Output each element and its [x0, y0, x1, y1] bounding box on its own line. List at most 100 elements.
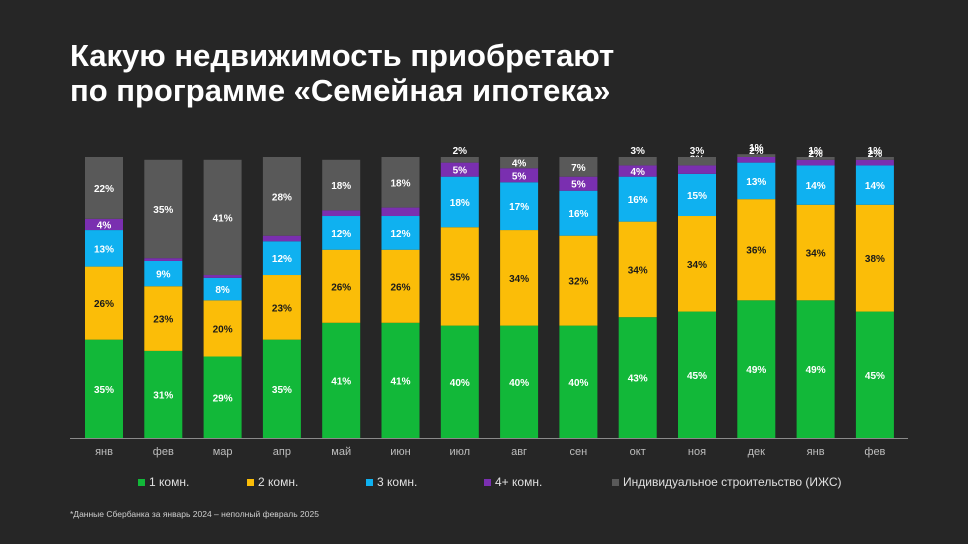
- x-tick-label: июн: [390, 446, 410, 458]
- bar-stack-6: 41%26%12%3%18%: [381, 157, 420, 438]
- data-label: 40%: [450, 378, 470, 389]
- legend-item: 3 комн.: [366, 475, 417, 489]
- bar-segment: [203, 159, 242, 276]
- data-label: 13%: [94, 244, 114, 255]
- data-label: 26%: [331, 282, 351, 293]
- bar-segment: [618, 157, 657, 166]
- bar-segment: [322, 210, 361, 217]
- bar-segment: [737, 300, 776, 438]
- bar-segment: [262, 157, 301, 236]
- data-label: 28%: [272, 192, 292, 203]
- data-label: 18%: [331, 181, 351, 192]
- bar-segment: [796, 157, 835, 160]
- x-tick-label: май: [331, 446, 351, 458]
- data-label: 2%: [808, 149, 823, 160]
- bar-segment: [85, 230, 123, 267]
- bar-segment: [796, 159, 835, 166]
- bar-stack-8: 40% 34% 17% 5%4%: [500, 157, 539, 438]
- bar-segment: [678, 165, 716, 174]
- data-label: 45%: [865, 371, 885, 382]
- bar-segment: [796, 204, 835, 301]
- bar-segment: [678, 216, 716, 312]
- data-label: 12%: [272, 254, 292, 265]
- bar-segment: [855, 165, 894, 205]
- legend-item: 1 комн.: [138, 475, 189, 489]
- bar-segment: [322, 216, 361, 250]
- data-label: 2%: [749, 146, 764, 157]
- data-label: 34%: [806, 249, 826, 260]
- data-label: 1%: [749, 143, 764, 154]
- data-label: 3%: [690, 146, 705, 157]
- x-tick-label: сен: [570, 446, 588, 458]
- bar-stack-7: 40% 35% 18% 5% 2%: [440, 146, 479, 438]
- bar-segment: [500, 168, 539, 183]
- chart-title-line-2: по программе «Семейная ипотека»: [70, 73, 611, 108]
- bar-segment: [855, 159, 894, 166]
- bar-stack-2: 31%23%9%1%35%: [144, 159, 183, 438]
- bar-segment: [85, 157, 123, 219]
- bar-segment: [796, 300, 835, 438]
- bar-segment: [737, 154, 776, 157]
- data-label: 4%: [512, 159, 527, 170]
- bar-segment: [85, 266, 123, 340]
- data-label: 49%: [806, 365, 826, 376]
- x-tick-label: июл: [450, 446, 471, 458]
- data-label: 34%: [509, 274, 529, 285]
- bar-segment: [203, 300, 242, 357]
- data-label: 34%: [687, 260, 707, 271]
- bar-segment: [500, 325, 539, 438]
- bar-segment: [381, 207, 420, 217]
- bar-segment: [737, 162, 776, 200]
- data-label: 34%: [628, 265, 648, 276]
- data-label: 16%: [568, 209, 588, 220]
- legend-label: 3 комн.: [377, 475, 418, 489]
- bar-segment: [322, 159, 361, 211]
- bar-stack-12: 49% 36% 13% 2%1%: [737, 143, 776, 438]
- bar-segment: [737, 199, 776, 301]
- bar-segment: [678, 173, 716, 217]
- bar-segment: [203, 277, 242, 301]
- legend-swatch: [138, 478, 145, 486]
- bar-segment: [618, 221, 657, 318]
- bar-segment: [144, 258, 183, 261]
- bar-segment: [500, 230, 539, 326]
- bar-segment: [144, 159, 183, 259]
- x-tick-label: фев: [864, 446, 885, 458]
- data-label: 26%: [94, 299, 114, 310]
- bar-segment: [618, 317, 657, 438]
- data-label: 26%: [390, 282, 410, 293]
- bar-segment: [85, 218, 123, 231]
- bar-segment: [203, 356, 242, 438]
- legend-swatch: [612, 478, 619, 486]
- chart-title: Какую недвижимость приобретают по програ…: [70, 38, 614, 108]
- data-label: 15%: [687, 191, 707, 202]
- data-label: 18%: [450, 198, 470, 209]
- data-label: 12%: [331, 229, 351, 240]
- bar-stack-1: 35% 26% 13% 4% 22%: [85, 157, 123, 438]
- bar-segment: [559, 176, 598, 191]
- data-label: 41%: [331, 376, 351, 387]
- data-label: 40%: [568, 378, 588, 389]
- bar-segment: [737, 157, 776, 163]
- data-label: 4%: [97, 220, 112, 231]
- data-label: 35%: [94, 385, 114, 396]
- data-label: 22%: [94, 184, 114, 195]
- x-tick-label: апр: [273, 446, 291, 458]
- data-label: 4%: [630, 167, 645, 178]
- bar-segment: [559, 190, 598, 236]
- bar-segment: [618, 165, 657, 177]
- data-label: 1%: [868, 146, 883, 157]
- footnote: *Данные Сбербанка за январь 2024 – непол…: [70, 509, 319, 519]
- data-label: 38%: [865, 254, 885, 265]
- x-tick-label: янв: [807, 446, 825, 458]
- x-tick-label: окт: [630, 446, 646, 458]
- data-label: 2%: [453, 146, 468, 157]
- bar-segment: [796, 165, 835, 205]
- data-label: 36%: [746, 246, 766, 257]
- data-label: 1%: [808, 146, 823, 157]
- bar-segment: [440, 162, 479, 177]
- data-label: 35%: [153, 205, 173, 216]
- data-label: 35%: [450, 272, 470, 283]
- bar-segment: [381, 157, 420, 208]
